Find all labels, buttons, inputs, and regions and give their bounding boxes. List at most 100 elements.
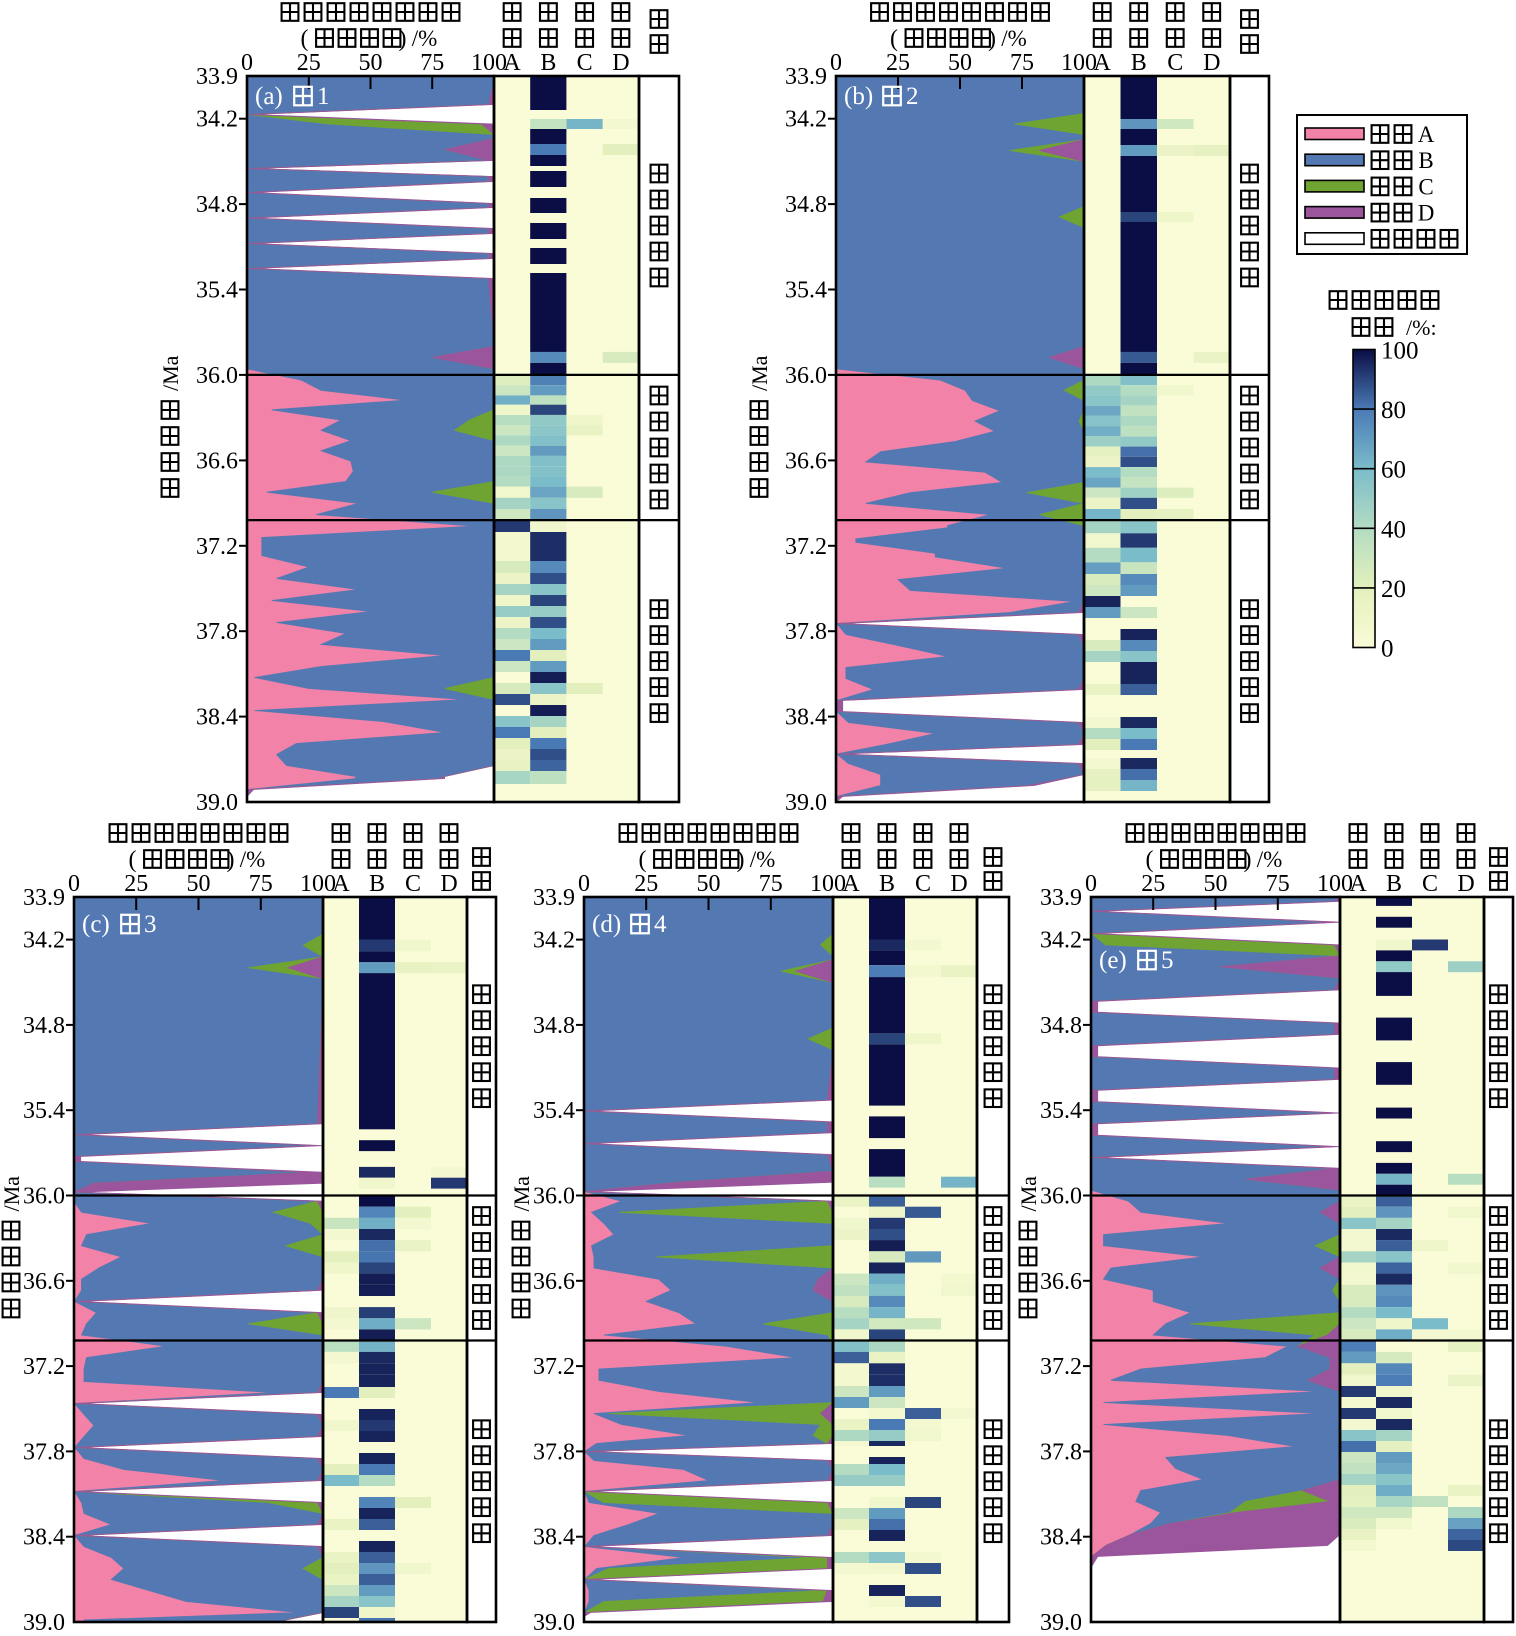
svg-text:36.6: 36.6 (785, 448, 827, 474)
svg-text:(d): (d) (592, 911, 621, 938)
svg-text:20: 20 (1381, 576, 1406, 603)
svg-text:39.0: 39.0 (1040, 1610, 1082, 1636)
svg-text:34.2: 34.2 (196, 107, 238, 133)
svg-text:A: A (842, 871, 860, 897)
svg-text:D: D (950, 871, 967, 897)
svg-text:35.4: 35.4 (196, 278, 238, 304)
svg-text:25: 25 (124, 871, 148, 897)
svg-text:B: B (879, 871, 895, 897)
svg-text:34.8: 34.8 (23, 1013, 65, 1039)
svg-text:100: 100 (1381, 338, 1419, 365)
svg-text:37.2: 37.2 (785, 534, 827, 560)
svg-text:A: A (332, 871, 350, 897)
svg-text:34.8: 34.8 (533, 1013, 575, 1039)
svg-text:37.2: 37.2 (23, 1354, 65, 1380)
svg-text:35.4: 35.4 (533, 1098, 575, 1124)
svg-text:B: B (1131, 50, 1147, 76)
svg-text:D: D (440, 871, 457, 897)
svg-text:34.8: 34.8 (785, 192, 827, 218)
svg-text:36.0: 36.0 (533, 1184, 575, 1210)
svg-text:/%: /% (1257, 847, 1283, 872)
svg-text:75: 75 (1266, 871, 1290, 897)
svg-text:37.2: 37.2 (196, 534, 238, 560)
svg-text:25: 25 (886, 50, 910, 76)
svg-text:38.4: 38.4 (196, 705, 238, 731)
svg-text:25: 25 (1141, 871, 1165, 897)
svg-text:37.8: 37.8 (196, 619, 238, 645)
svg-text:D: D (1203, 50, 1220, 76)
svg-text:39.0: 39.0 (23, 1610, 65, 1636)
svg-text:100: 100 (810, 871, 846, 897)
svg-text:0: 0 (830, 50, 842, 76)
svg-text:36.0: 36.0 (23, 1184, 65, 1210)
svg-text:0: 0 (68, 871, 80, 897)
svg-text:4: 4 (654, 911, 667, 938)
svg-text:38.4: 38.4 (533, 1525, 575, 1551)
svg-text:34.8: 34.8 (196, 192, 238, 218)
svg-text:2: 2 (906, 83, 919, 110)
svg-text:33.9: 33.9 (1040, 885, 1082, 911)
svg-text:100: 100 (300, 871, 336, 897)
svg-text:36.0: 36.0 (1040, 1184, 1082, 1210)
svg-text:34.2: 34.2 (785, 107, 827, 133)
svg-text:37.8: 37.8 (23, 1439, 65, 1465)
svg-text:/%: /% (750, 847, 776, 872)
svg-text:25: 25 (297, 50, 321, 76)
svg-text:35.4: 35.4 (1040, 1098, 1082, 1124)
svg-text:D: D (1457, 871, 1474, 897)
svg-text:33.9: 33.9 (785, 64, 827, 90)
svg-text:B: B (540, 50, 556, 76)
svg-text:50: 50 (948, 50, 972, 76)
svg-text:39.0: 39.0 (785, 790, 827, 816)
svg-text:D: D (1418, 201, 1435, 226)
svg-text:50: 50 (1204, 871, 1228, 897)
svg-text:50: 50 (697, 871, 721, 897)
svg-text:/Ma: /Ma (509, 1176, 534, 1212)
svg-text:37.8: 37.8 (533, 1439, 575, 1465)
svg-text:B: B (1386, 871, 1402, 897)
svg-text:34.2: 34.2 (1040, 928, 1082, 954)
svg-text:A: A (1349, 871, 1367, 897)
svg-text:(: ( (639, 847, 647, 873)
svg-text:A: A (1094, 50, 1112, 76)
svg-text:40: 40 (1381, 516, 1406, 543)
svg-text:37.2: 37.2 (1040, 1354, 1082, 1380)
svg-text:25: 25 (634, 871, 658, 897)
svg-text:36.6: 36.6 (196, 448, 238, 474)
svg-text:/%: /% (1001, 26, 1027, 51)
svg-text:/Ma: /Ma (747, 355, 772, 391)
svg-text:33.9: 33.9 (23, 885, 65, 911)
svg-text:37.8: 37.8 (1040, 1439, 1082, 1465)
svg-text:(: ( (890, 26, 898, 52)
svg-text:): ) (227, 847, 235, 873)
svg-text:38.4: 38.4 (785, 705, 827, 731)
svg-text:C: C (577, 50, 593, 76)
svg-text:C: C (1422, 871, 1438, 897)
svg-text:/%:: /%: (1406, 315, 1437, 340)
svg-text:0: 0 (1085, 871, 1097, 897)
svg-text:B: B (1418, 148, 1433, 173)
svg-text:33.9: 33.9 (533, 885, 575, 911)
svg-text:/%: /% (240, 847, 266, 872)
svg-text:0: 0 (1381, 636, 1394, 663)
svg-text:38.4: 38.4 (23, 1525, 65, 1551)
svg-text:36.0: 36.0 (785, 363, 827, 389)
svg-text:(e): (e) (1099, 947, 1127, 974)
svg-text:75: 75 (420, 50, 444, 76)
svg-text:36.6: 36.6 (533, 1269, 575, 1295)
svg-text:36.6: 36.6 (23, 1269, 65, 1295)
svg-text:C: C (405, 871, 421, 897)
svg-text:1: 1 (317, 83, 330, 110)
svg-text:): ) (1244, 847, 1252, 873)
svg-text:B: B (369, 871, 385, 897)
svg-text:34.8: 34.8 (1040, 1013, 1082, 1039)
svg-text:C: C (1167, 50, 1183, 76)
svg-text:D: D (612, 50, 629, 76)
svg-text:C: C (915, 871, 931, 897)
svg-text:37.8: 37.8 (785, 619, 827, 645)
svg-text:36.0: 36.0 (196, 363, 238, 389)
svg-text:/Ma: /Ma (158, 355, 183, 391)
svg-text:(a): (a) (255, 83, 283, 110)
svg-text:C: C (1418, 174, 1433, 199)
svg-text:0: 0 (241, 50, 253, 76)
